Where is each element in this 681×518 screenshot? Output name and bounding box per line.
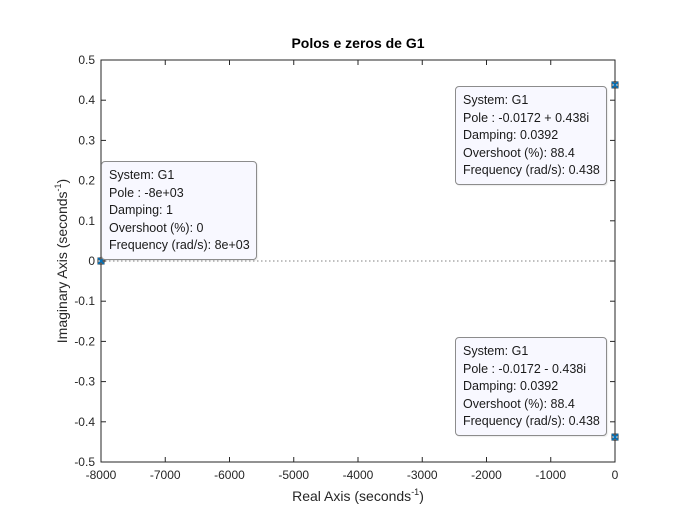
datatip-pole: Pole : -0.0172 + 0.438i bbox=[463, 110, 590, 125]
y-tick-label: -0.3 bbox=[74, 375, 95, 389]
datatip-pole: Pole : -0.0172 - 0.438i bbox=[463, 361, 586, 376]
y-axis-title: Imaginary Axis (seconds-1) bbox=[53, 179, 70, 343]
datatip-pole: Pole : -8e+03 bbox=[109, 185, 184, 200]
datatip-upper-pole[interactable]: System: G1 Pole : -0.0172 + 0.438i Dampi… bbox=[455, 86, 607, 185]
datatip-lower-pole[interactable]: System: G1 Pole : -0.0172 - 0.438i Dampi… bbox=[455, 337, 607, 436]
x-tick-label: -6000 bbox=[214, 468, 245, 482]
pole-x-icon bbox=[611, 81, 619, 89]
y-tick-label: 0.2 bbox=[78, 174, 95, 188]
x-axis-title: Real Axis (seconds-1) bbox=[292, 487, 424, 504]
datatip-damping: Damping: 1 bbox=[109, 203, 173, 218]
datatip-overshoot: Overshoot (%): 88.4 bbox=[463, 396, 575, 411]
datatip-anchor-icon bbox=[611, 81, 619, 89]
x-tick-label: -1000 bbox=[535, 468, 566, 482]
datatip-system: System: G1 bbox=[463, 344, 529, 358]
y-tick-label: 0.4 bbox=[78, 93, 95, 107]
y-tick-label: 0 bbox=[88, 254, 95, 268]
y-tick-label: 0.1 bbox=[78, 214, 95, 228]
chart-title: Polos e zeros de G1 bbox=[291, 35, 424, 51]
y-tick-label: -0.2 bbox=[74, 334, 95, 348]
datatip-system: System: G1 bbox=[109, 168, 175, 182]
pole-marker[interactable] bbox=[611, 81, 619, 89]
pole-x-icon bbox=[611, 433, 619, 441]
datatip-overshoot: Overshoot (%): 88.4 bbox=[463, 145, 575, 160]
datatip-real-pole[interactable]: System: G1 Pole : -8e+03 Damping: 1 Over… bbox=[101, 161, 257, 260]
datatip-frequency: Frequency (rad/s): 0.438 bbox=[463, 414, 600, 429]
x-tick-label: -4000 bbox=[343, 468, 374, 482]
datatip-frequency: Frequency (rad/s): 8e+03 bbox=[109, 238, 250, 253]
y-tick-label: -0.4 bbox=[74, 415, 95, 429]
datatip-frequency: Frequency (rad/s): 0.438 bbox=[463, 163, 600, 178]
x-tick-label: -7000 bbox=[150, 468, 181, 482]
x-ticks: -8000 -7000 -6000 -5000 -4000 -3000 -2000 -1000… bbox=[86, 60, 619, 482]
x-tick-label: 0 bbox=[612, 468, 619, 482]
datatip-overshoot: Overshoot (%): 0 bbox=[109, 220, 204, 235]
y-tick-label: -0.1 bbox=[74, 294, 95, 308]
y-tick-label: 0.3 bbox=[78, 133, 95, 147]
pole-markers[interactable] bbox=[97, 81, 619, 441]
datatip-damping: Damping: 0.0392 bbox=[463, 379, 559, 394]
x-tick-label: -3000 bbox=[407, 468, 438, 482]
x-tick-label: -8000 bbox=[86, 468, 117, 482]
pole-marker[interactable] bbox=[611, 433, 619, 441]
datatip-system: System: G1 bbox=[463, 93, 529, 107]
y-tick-label: -0.5 bbox=[74, 455, 95, 469]
x-tick-label: -2000 bbox=[471, 468, 502, 482]
datatip-anchor-icon bbox=[611, 433, 619, 441]
x-tick-label: -5000 bbox=[278, 468, 309, 482]
y-ticks: -0.5 -0.4 -0.3 -0.2 -0.1 0 0.1 0.2 0.3 0.4 0.5 bbox=[74, 53, 615, 469]
datatip-damping: Damping: 0.0392 bbox=[463, 128, 559, 143]
y-tick-label: 0.5 bbox=[78, 53, 95, 67]
